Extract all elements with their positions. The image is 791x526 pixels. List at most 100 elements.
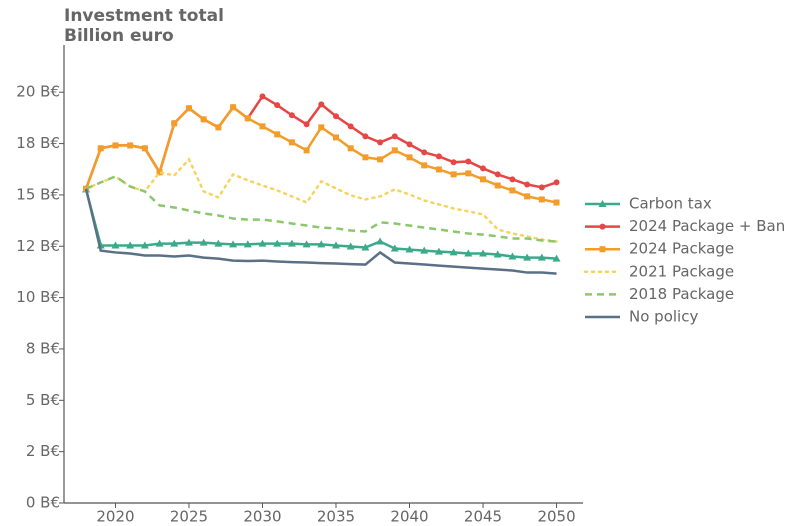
y-tick-label: 18 B€	[16, 134, 60, 152]
point	[230, 104, 237, 111]
x-tick-label: 2040	[390, 508, 428, 526]
legend-marker	[599, 246, 606, 253]
point	[318, 124, 325, 131]
point	[553, 199, 560, 206]
x-tick-label: 2035	[317, 508, 355, 526]
point	[259, 93, 266, 100]
legend-label: No policy	[629, 308, 698, 326]
point	[509, 176, 516, 183]
point	[155, 239, 164, 247]
point	[362, 133, 369, 140]
point	[434, 247, 443, 255]
point	[420, 246, 429, 254]
point	[126, 241, 135, 249]
point	[274, 102, 281, 109]
point	[259, 123, 266, 130]
legend-label: 2024 Package + Ban	[629, 217, 785, 235]
point	[347, 123, 354, 130]
point	[538, 184, 545, 191]
point	[405, 245, 414, 253]
point	[376, 237, 385, 245]
point	[170, 239, 179, 247]
x-tick-label: 2020	[96, 508, 134, 526]
point	[362, 154, 369, 161]
point	[215, 124, 222, 131]
point	[346, 242, 355, 250]
series-line	[84, 157, 558, 243]
point	[465, 158, 472, 165]
point	[553, 179, 560, 186]
point	[377, 139, 384, 146]
point	[435, 166, 442, 173]
y-tick-label: 10 B€	[16, 288, 60, 306]
point	[450, 159, 457, 166]
point	[524, 193, 531, 200]
point	[421, 162, 428, 169]
point	[171, 120, 178, 127]
point	[302, 240, 311, 248]
point	[331, 241, 340, 249]
point	[199, 238, 208, 246]
legend-label: Carbon tax	[629, 195, 712, 213]
point	[391, 147, 398, 154]
point	[552, 254, 561, 262]
y-tick-label: 5 B€	[26, 391, 60, 409]
point	[480, 165, 487, 172]
y-tick-label: 12 B€	[16, 237, 60, 255]
series-line	[85, 175, 557, 243]
point	[244, 115, 251, 122]
point	[97, 145, 104, 152]
point	[184, 238, 193, 246]
point	[214, 239, 223, 247]
point	[303, 147, 310, 154]
point	[141, 145, 148, 152]
x-tick-label: 2025	[170, 508, 208, 526]
point	[406, 154, 413, 161]
point	[390, 244, 399, 252]
point	[243, 240, 252, 248]
point	[449, 248, 458, 256]
point	[493, 250, 502, 258]
point	[464, 249, 473, 257]
series-line	[84, 189, 557, 260]
point	[537, 253, 546, 261]
point	[347, 145, 354, 152]
legend-label: 2018 Package	[629, 285, 734, 303]
point	[332, 113, 339, 120]
point	[288, 112, 295, 119]
point	[523, 253, 532, 261]
point	[258, 239, 267, 247]
series-line	[84, 188, 557, 275]
point	[112, 142, 119, 149]
legend-label: 2024 Package	[629, 240, 734, 258]
y-tick-label: 0 B€	[26, 494, 60, 512]
x-tick-label: 2050	[537, 508, 575, 526]
legend-marker	[599, 223, 606, 230]
point	[377, 156, 384, 163]
point	[318, 101, 325, 108]
point	[406, 141, 413, 148]
point	[421, 149, 428, 156]
y-axis-unit: Billion euro	[64, 26, 174, 46]
y-tick-label: 15 B€	[16, 185, 60, 203]
point	[494, 171, 501, 178]
point	[273, 239, 282, 247]
point	[450, 171, 457, 178]
point	[480, 176, 487, 183]
point	[111, 241, 120, 249]
point	[361, 243, 370, 251]
series-line	[84, 105, 557, 204]
point	[303, 121, 310, 128]
point	[479, 249, 488, 257]
point	[317, 240, 326, 248]
point	[508, 252, 517, 260]
point	[494, 182, 501, 189]
point	[140, 241, 149, 249]
y-tick-label: 20 B€	[16, 83, 60, 101]
y-tick-label: 2 B€	[26, 442, 60, 460]
point	[524, 181, 531, 188]
point	[538, 196, 545, 203]
point	[200, 116, 207, 123]
point	[287, 239, 296, 247]
